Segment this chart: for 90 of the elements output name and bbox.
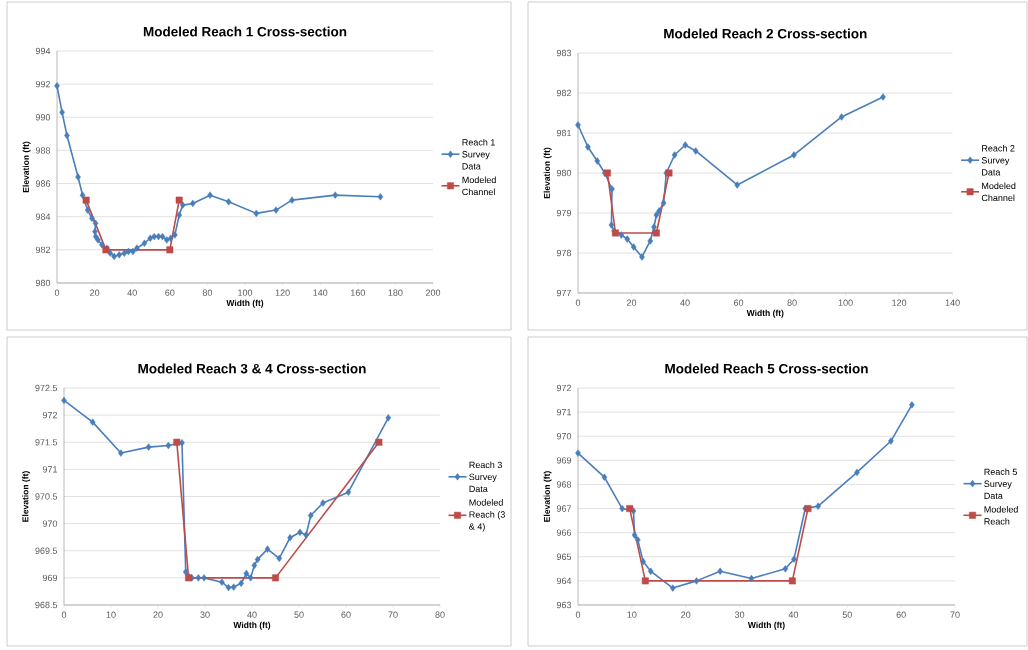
x-tick-label: 60 xyxy=(165,289,175,296)
chart-title: Modeled Reach 1 Cross-section xyxy=(143,26,347,37)
y-tick-label: 970 xyxy=(556,433,572,440)
chart-title: Modeled Reach 5 Cross-section xyxy=(665,363,868,374)
y-tick-label: 970.5 xyxy=(35,493,58,500)
y-axis-title: Elevation (ft) xyxy=(543,471,552,522)
x-tick-label: 80 xyxy=(202,289,213,296)
y-tick-label: 980 xyxy=(35,279,51,287)
y-tick-label: 978 xyxy=(556,249,572,257)
x-axis-title: Width (ft) xyxy=(226,299,264,308)
x-tick-label: 0 xyxy=(575,299,581,306)
x-tick-label: 40 xyxy=(680,299,690,306)
x-tick-label: 50 xyxy=(842,611,852,618)
chart-title: Modeled Reach 2 Cross-section xyxy=(664,28,867,39)
x-tick-label: 140 xyxy=(313,289,328,296)
x-tick-label: 120 xyxy=(275,289,290,296)
legend-label: Modeled Channel xyxy=(981,182,1016,202)
legend-label: Reach 2 Survey Data xyxy=(981,144,1015,176)
y-tick-label: 969 xyxy=(42,574,58,582)
y-axis-title: Elevation (ft) xyxy=(22,141,31,193)
x-tick-label: 20 xyxy=(681,611,691,618)
y-tick-label: 992 xyxy=(35,80,51,88)
y-axis-title: Elevation (ft) xyxy=(543,147,552,199)
y-tick-label: 968.5 xyxy=(35,601,58,609)
x-tick-label: 180 xyxy=(388,289,403,296)
y-tick-label: 979 xyxy=(556,209,572,217)
y-tick-label: 983 xyxy=(556,49,572,57)
y-tick-label: 980 xyxy=(556,169,572,177)
y-tick-label: 971 xyxy=(556,408,572,416)
legend-label: Reach 3 Survey Data xyxy=(469,461,502,493)
y-tick-label: 970 xyxy=(42,520,58,527)
y-tick-label: 982 xyxy=(556,89,572,97)
y-tick-label: 988 xyxy=(35,147,51,154)
x-tick-label: 80 xyxy=(787,299,797,306)
x-tick-label: 120 xyxy=(892,299,907,306)
x-tick-label: 160 xyxy=(350,289,365,296)
y-tick-label: 966 xyxy=(556,529,572,536)
x-tick-label: 100 xyxy=(238,289,253,296)
legend-label: Reach 1 Survey Data xyxy=(462,138,495,170)
y-axis-title: Elevation (ft) xyxy=(22,471,31,522)
y-tick-label: 971.5 xyxy=(35,439,58,446)
x-tick-label: 0 xyxy=(54,289,60,296)
x-tick-label: 80 xyxy=(435,611,445,618)
y-tick-label: 977 xyxy=(556,289,572,297)
legend-label: Modeled Reach (3 & 4) xyxy=(469,499,505,532)
x-axis-title: Width (ft) xyxy=(747,621,785,630)
x-tick-label: 50 xyxy=(294,611,304,618)
x-tick-label: 20 xyxy=(90,289,100,296)
x-tick-label: 30 xyxy=(734,611,745,618)
x-tick-label: 140 xyxy=(945,299,960,306)
y-tick-label: 972 xyxy=(42,411,58,419)
x-tick-label: 20 xyxy=(153,611,163,618)
x-tick-label: 20 xyxy=(626,299,637,306)
x-axis-title: Width (ft) xyxy=(233,621,271,630)
x-tick-label: 60 xyxy=(896,611,906,618)
y-tick-label: 965 xyxy=(556,553,572,560)
y-tick-label: 986 xyxy=(35,180,51,187)
x-tick-label: 0 xyxy=(61,611,67,618)
y-tick-label: 968 xyxy=(556,481,572,488)
x-tick-label: 70 xyxy=(950,611,960,618)
y-tick-label: 967 xyxy=(556,505,572,512)
y-tick-label: 972.5 xyxy=(35,384,58,392)
x-tick-label: 100 xyxy=(838,299,853,306)
x-tick-label: 200 xyxy=(425,289,441,296)
y-tick-label: 984 xyxy=(35,213,51,220)
y-tick-label: 990 xyxy=(35,114,51,121)
x-tick-label: 30 xyxy=(200,611,210,618)
x-axis-title: Width (ft) xyxy=(746,309,784,318)
x-tick-label: 40 xyxy=(127,289,137,296)
x-tick-label: 0 xyxy=(575,611,581,618)
legend-label: Modeled Reach xyxy=(984,505,1018,525)
y-tick-label: 982 xyxy=(35,246,51,254)
x-tick-label: 60 xyxy=(734,299,744,306)
legend-label: Modeled Channel xyxy=(462,176,496,196)
x-tick-label: 10 xyxy=(627,611,637,618)
y-tick-label: 981 xyxy=(556,129,572,137)
y-tick-label: 971 xyxy=(42,466,58,473)
y-tick-label: 972 xyxy=(556,384,572,392)
x-tick-label: 10 xyxy=(106,611,116,618)
y-tick-label: 964 xyxy=(556,577,572,585)
y-tick-label: 969 xyxy=(556,457,572,464)
x-tick-label: 70 xyxy=(388,611,398,618)
y-tick-label: 963 xyxy=(556,601,572,609)
x-tick-label: 60 xyxy=(341,611,351,618)
x-tick-label: 40 xyxy=(247,611,257,618)
legend-label: Reach 5 Survey Data xyxy=(984,468,1017,499)
chart-title: Modeled Reach 3 & 4 Cross-section xyxy=(138,363,366,374)
y-tick-label: 969.5 xyxy=(35,547,58,554)
y-tick-label: 994 xyxy=(35,47,51,55)
x-tick-label: 40 xyxy=(788,611,799,618)
